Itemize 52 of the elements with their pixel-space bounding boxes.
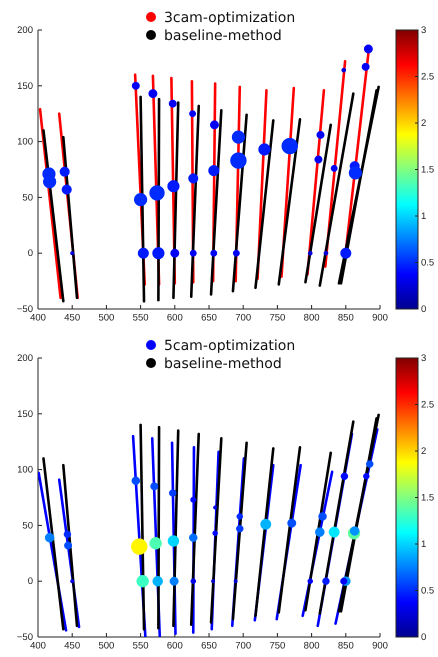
color-bar-label: 2 bbox=[421, 446, 426, 458]
legend-label: baseline-method bbox=[164, 28, 282, 44]
x-tick-label: 900 bbox=[372, 640, 388, 652]
legend-label: 3cam-optimization bbox=[164, 10, 296, 26]
x-tick-label: 850 bbox=[338, 640, 354, 652]
x-tick-label: 650 bbox=[201, 312, 217, 324]
y-tick-label: −50 bbox=[16, 304, 33, 316]
color-bar-label: 1 bbox=[421, 211, 426, 222]
x-tick-label: 800 bbox=[304, 312, 320, 324]
color-bar-label: 2.5 bbox=[421, 400, 434, 411]
x-tick-label: 600 bbox=[166, 640, 183, 652]
x-tick-label: 700 bbox=[235, 312, 252, 324]
x-tick-label: 500 bbox=[98, 312, 114, 324]
x-tick-label: 900 bbox=[372, 312, 388, 324]
x-tick-label: 800 bbox=[304, 640, 320, 652]
x-tick-label: 450 bbox=[64, 312, 80, 324]
x-tick-label: 400 bbox=[30, 640, 46, 652]
x-tick-label: 850 bbox=[338, 312, 354, 324]
y-tick-label: 100 bbox=[17, 136, 33, 148]
legend-label: baseline-method bbox=[164, 356, 282, 372]
y-tick-label: 150 bbox=[17, 408, 33, 420]
x-tick-label: 400 bbox=[30, 312, 46, 324]
legend-label: 5cam-optimization bbox=[164, 338, 296, 354]
y-tick-label: 100 bbox=[17, 464, 33, 476]
y-tick-label: 0 bbox=[28, 576, 33, 588]
color-bar-label: 1.5 bbox=[421, 492, 434, 504]
color-bar-label: 2.5 bbox=[421, 72, 434, 83]
color-bar-label: 0.5 bbox=[421, 586, 434, 597]
color-bar-label: 2 bbox=[421, 118, 426, 130]
x-tick-label: 600 bbox=[166, 312, 183, 324]
x-tick-label: 450 bbox=[64, 640, 80, 652]
y-tick-label: 50 bbox=[22, 520, 33, 532]
x-tick-label: 550 bbox=[132, 312, 149, 324]
color-bar-label: 0 bbox=[421, 304, 426, 316]
color-bar-label: 3 bbox=[421, 353, 426, 364]
color-bar-label: 0 bbox=[421, 632, 426, 644]
color-bar-label: 1 bbox=[421, 539, 426, 550]
x-tick-label: 500 bbox=[98, 640, 114, 652]
y-tick-label: −50 bbox=[16, 632, 33, 644]
y-tick-label: 200 bbox=[17, 353, 33, 364]
x-tick-label: 550 bbox=[132, 640, 149, 652]
color-bar-label: 3 bbox=[421, 25, 426, 36]
color-bar-label: 0.5 bbox=[421, 258, 434, 269]
x-tick-label: 750 bbox=[269, 640, 286, 652]
x-tick-label: 700 bbox=[235, 640, 252, 652]
color-bar-label: 1.5 bbox=[421, 164, 434, 176]
x-tick-label: 750 bbox=[269, 312, 286, 324]
y-tick-label: 200 bbox=[17, 25, 33, 36]
x-tick-label: 650 bbox=[201, 640, 217, 652]
y-tick-label: 0 bbox=[28, 248, 33, 260]
y-tick-label: 50 bbox=[22, 192, 33, 204]
y-tick-label: 150 bbox=[17, 80, 33, 92]
